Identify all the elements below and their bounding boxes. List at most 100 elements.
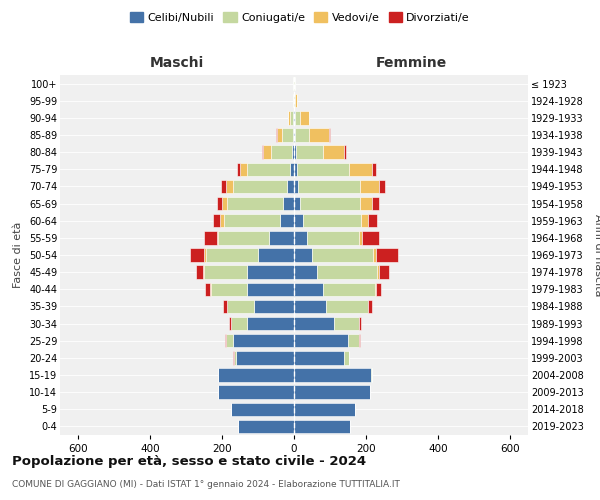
Legend: Celibi/Nubili, Coniugati/e, Vedovi/e, Divorziati/e: Celibi/Nubili, Coniugati/e, Vedovi/e, Di…	[125, 8, 475, 28]
Bar	[222, 197, 227, 210]
Bar	[237, 162, 240, 176]
Bar	[204, 266, 247, 279]
Bar	[218, 386, 294, 399]
Bar	[373, 197, 379, 210]
Bar	[362, 231, 379, 244]
Bar	[294, 368, 371, 382]
Bar	[292, 146, 294, 159]
Y-axis label: Fasce di età: Fasce di età	[13, 222, 23, 288]
Bar	[294, 162, 297, 176]
Bar	[294, 111, 295, 124]
Bar	[247, 282, 294, 296]
Bar	[247, 317, 294, 330]
Bar	[238, 420, 294, 433]
Bar	[227, 300, 254, 313]
Bar	[310, 128, 329, 141]
Bar	[294, 282, 323, 296]
Bar	[233, 334, 294, 347]
Bar	[254, 300, 294, 313]
Bar	[329, 128, 330, 141]
Bar	[376, 282, 382, 296]
Bar	[294, 146, 296, 159]
Bar	[295, 111, 300, 124]
Bar	[312, 248, 373, 262]
Bar	[213, 214, 220, 228]
Bar	[233, 180, 287, 193]
Bar	[205, 282, 211, 296]
Bar	[323, 282, 375, 296]
Bar	[269, 231, 294, 244]
Bar	[258, 248, 294, 262]
Bar	[373, 248, 376, 262]
Bar	[298, 180, 359, 193]
Bar	[294, 317, 334, 330]
Bar	[217, 197, 222, 210]
Bar	[263, 146, 271, 159]
Bar	[294, 197, 301, 210]
Bar	[277, 128, 282, 141]
Bar	[224, 214, 280, 228]
Bar	[206, 248, 258, 262]
Bar	[294, 334, 348, 347]
Bar	[288, 111, 290, 124]
Bar	[294, 386, 370, 399]
Bar	[379, 266, 389, 279]
Bar	[307, 231, 359, 244]
Bar	[231, 317, 247, 330]
Bar	[196, 266, 203, 279]
Bar	[303, 214, 361, 228]
Bar	[240, 162, 247, 176]
Bar	[371, 368, 373, 382]
Bar	[294, 300, 326, 313]
Bar	[317, 266, 377, 279]
Bar	[294, 248, 312, 262]
Bar	[221, 180, 226, 193]
Bar	[231, 402, 294, 416]
Y-axis label: Anni di nascita: Anni di nascita	[593, 214, 600, 296]
Bar	[344, 146, 346, 159]
Bar	[294, 402, 355, 416]
Bar	[218, 231, 269, 244]
Bar	[283, 197, 294, 210]
Bar	[203, 266, 204, 279]
Bar	[294, 266, 317, 279]
Bar	[233, 351, 236, 364]
Bar	[287, 180, 294, 193]
Bar	[326, 300, 368, 313]
Text: Femmine: Femmine	[376, 56, 446, 70]
Text: COMUNE DI GAGGIANO (MI) - Dati ISTAT 1° gennaio 2024 - Elaborazione TUTTITALIA.I: COMUNE DI GAGGIANO (MI) - Dati ISTAT 1° …	[12, 480, 400, 489]
Bar	[229, 317, 231, 330]
Bar	[348, 334, 359, 347]
Bar	[294, 231, 307, 244]
Bar	[204, 248, 206, 262]
Bar	[280, 214, 294, 228]
Bar	[226, 334, 233, 347]
Bar	[290, 162, 294, 176]
Bar	[217, 231, 218, 244]
Bar	[247, 162, 290, 176]
Bar	[360, 197, 373, 210]
Bar	[368, 300, 373, 313]
Bar	[294, 214, 303, 228]
Bar	[373, 162, 376, 176]
Bar	[359, 317, 361, 330]
Bar	[295, 128, 310, 141]
Bar	[220, 214, 224, 228]
Bar	[359, 231, 362, 244]
Bar	[276, 128, 277, 141]
Bar	[295, 94, 297, 108]
Bar	[271, 146, 292, 159]
Bar	[300, 111, 309, 124]
Text: Popolazione per età, sesso e stato civile - 2024: Popolazione per età, sesso e stato civil…	[12, 455, 366, 468]
Bar	[223, 300, 227, 313]
Bar	[323, 146, 344, 159]
Bar	[344, 351, 349, 364]
Bar	[218, 368, 294, 382]
Bar	[349, 162, 373, 176]
Bar	[297, 162, 349, 176]
Bar	[294, 351, 344, 364]
Bar	[236, 351, 294, 364]
Bar	[190, 248, 204, 262]
Bar	[301, 197, 360, 210]
Bar	[334, 317, 359, 330]
